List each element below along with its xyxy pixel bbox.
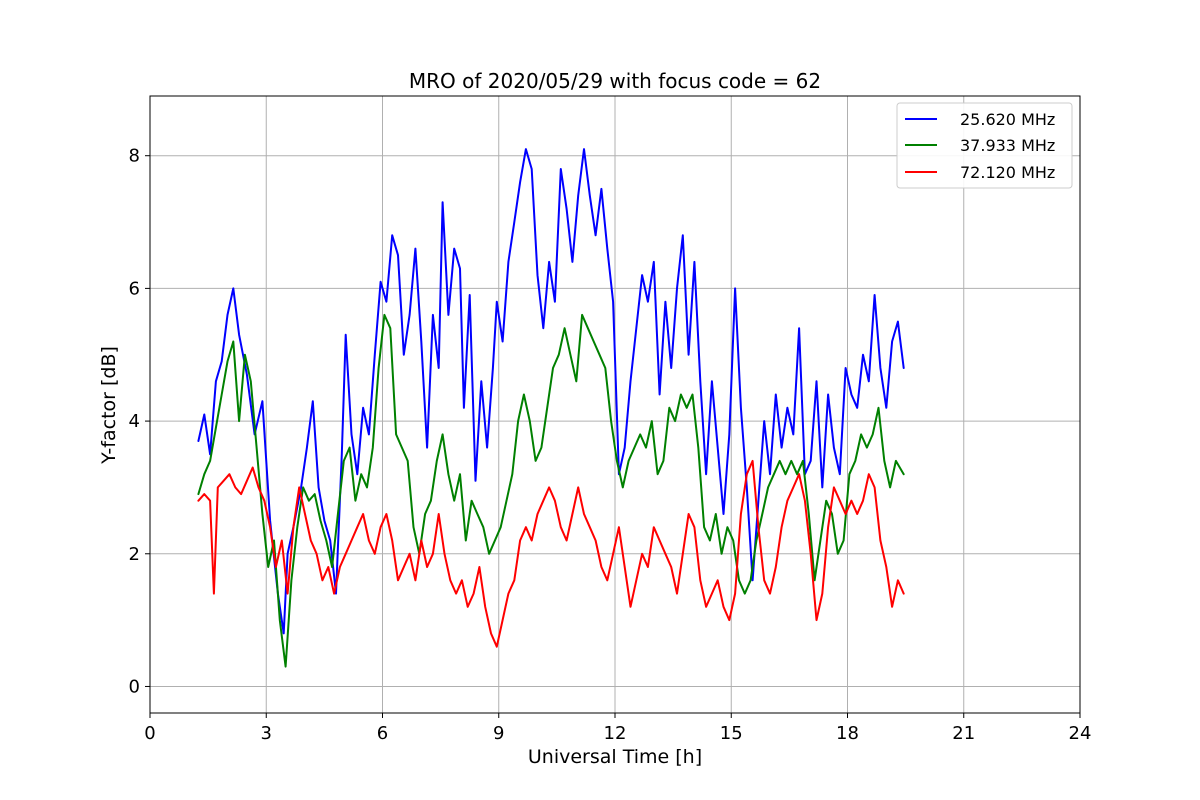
y-tick-label: 8 xyxy=(129,146,140,167)
x-tick-label: 9 xyxy=(493,723,504,744)
y-tick-label: 2 xyxy=(129,544,140,565)
series-line-3 xyxy=(197,459,905,648)
series-layer xyxy=(197,148,905,668)
legend-label-2: 37.933 MHz xyxy=(960,136,1055,155)
y-axis-label: Y-factor [dB] xyxy=(98,346,120,465)
legend-label-1: 25.620 MHz xyxy=(960,110,1055,129)
x-tick-label: 12 xyxy=(604,723,627,744)
series-line-1 xyxy=(197,148,905,635)
x-tick-label: 21 xyxy=(952,723,975,744)
x-tick-label: 6 xyxy=(377,723,388,744)
y-tick-label: 6 xyxy=(129,278,140,299)
legend: 25.620 MHz 37.933 MHz 72.120 MHz xyxy=(896,102,1073,189)
x-tick-label: 15 xyxy=(720,723,743,744)
legend-label-3: 72.120 MHz xyxy=(960,163,1055,182)
series-line-2 xyxy=(197,313,905,668)
x-tick-label: 3 xyxy=(261,723,272,744)
y-tick-label: 0 xyxy=(129,676,140,697)
x-tick-label: 0 xyxy=(144,723,155,744)
legend-frame xyxy=(896,102,1073,189)
chart-title: MRO of 2020/05/29 with focus code = 62 xyxy=(409,69,821,93)
y-tick-label: 4 xyxy=(129,411,140,432)
x-axis-label: Universal Time [h] xyxy=(528,746,702,768)
x-tick-label: 18 xyxy=(836,723,859,744)
x-tick-label: 24 xyxy=(1069,723,1092,744)
